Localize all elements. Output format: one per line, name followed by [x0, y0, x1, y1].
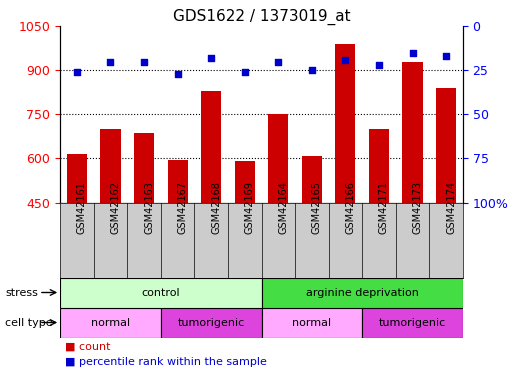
Bar — [262, 308, 362, 338]
Point — [341, 57, 349, 63]
Bar — [161, 308, 262, 338]
Point — [375, 62, 383, 68]
Text: tumorigenic: tumorigenic — [177, 318, 245, 327]
Point — [140, 58, 148, 64]
Bar — [60, 308, 161, 338]
Text: GSM42162: GSM42162 — [110, 181, 120, 234]
Bar — [369, 129, 389, 203]
Text: control: control — [142, 288, 180, 297]
Text: GSM42174: GSM42174 — [446, 181, 456, 234]
Bar — [436, 88, 456, 202]
Bar — [100, 129, 120, 203]
Text: normal: normal — [91, 318, 130, 327]
Bar — [262, 278, 463, 308]
Point — [408, 50, 417, 56]
Bar — [362, 308, 463, 338]
Text: tumorigenic: tumorigenic — [379, 318, 446, 327]
Point — [274, 58, 282, 64]
Point — [241, 69, 249, 75]
Point — [174, 71, 182, 77]
Text: GSM42164: GSM42164 — [278, 182, 288, 234]
Bar — [403, 62, 423, 202]
Bar — [302, 156, 322, 203]
Text: normal: normal — [292, 318, 332, 327]
Text: ■ percentile rank within the sample: ■ percentile rank within the sample — [65, 357, 267, 367]
Point — [207, 55, 215, 61]
Bar — [235, 161, 255, 202]
Point — [442, 53, 450, 59]
Text: GSM42163: GSM42163 — [144, 182, 154, 234]
Text: ■ count: ■ count — [65, 342, 111, 352]
Point — [73, 69, 81, 75]
Bar — [268, 114, 288, 202]
Bar — [134, 134, 154, 202]
Text: stress: stress — [5, 288, 38, 297]
Text: GSM42168: GSM42168 — [211, 182, 221, 234]
Text: GSM42166: GSM42166 — [345, 182, 356, 234]
Text: GSM42169: GSM42169 — [245, 182, 255, 234]
Text: GSM42173: GSM42173 — [413, 181, 423, 234]
Bar — [167, 160, 188, 202]
Text: arginine deprivation: arginine deprivation — [306, 288, 418, 297]
Text: GSM42167: GSM42167 — [178, 181, 188, 234]
Text: GSM42171: GSM42171 — [379, 181, 389, 234]
Text: GSM42165: GSM42165 — [312, 181, 322, 234]
Point — [308, 68, 316, 74]
Bar — [60, 278, 262, 308]
Bar — [67, 154, 87, 203]
Point — [106, 58, 115, 64]
Bar — [335, 44, 356, 203]
Bar — [201, 91, 221, 202]
Title: GDS1622 / 1373019_at: GDS1622 / 1373019_at — [173, 9, 350, 25]
Text: GSM42161: GSM42161 — [77, 182, 87, 234]
Text: cell type: cell type — [5, 318, 53, 327]
